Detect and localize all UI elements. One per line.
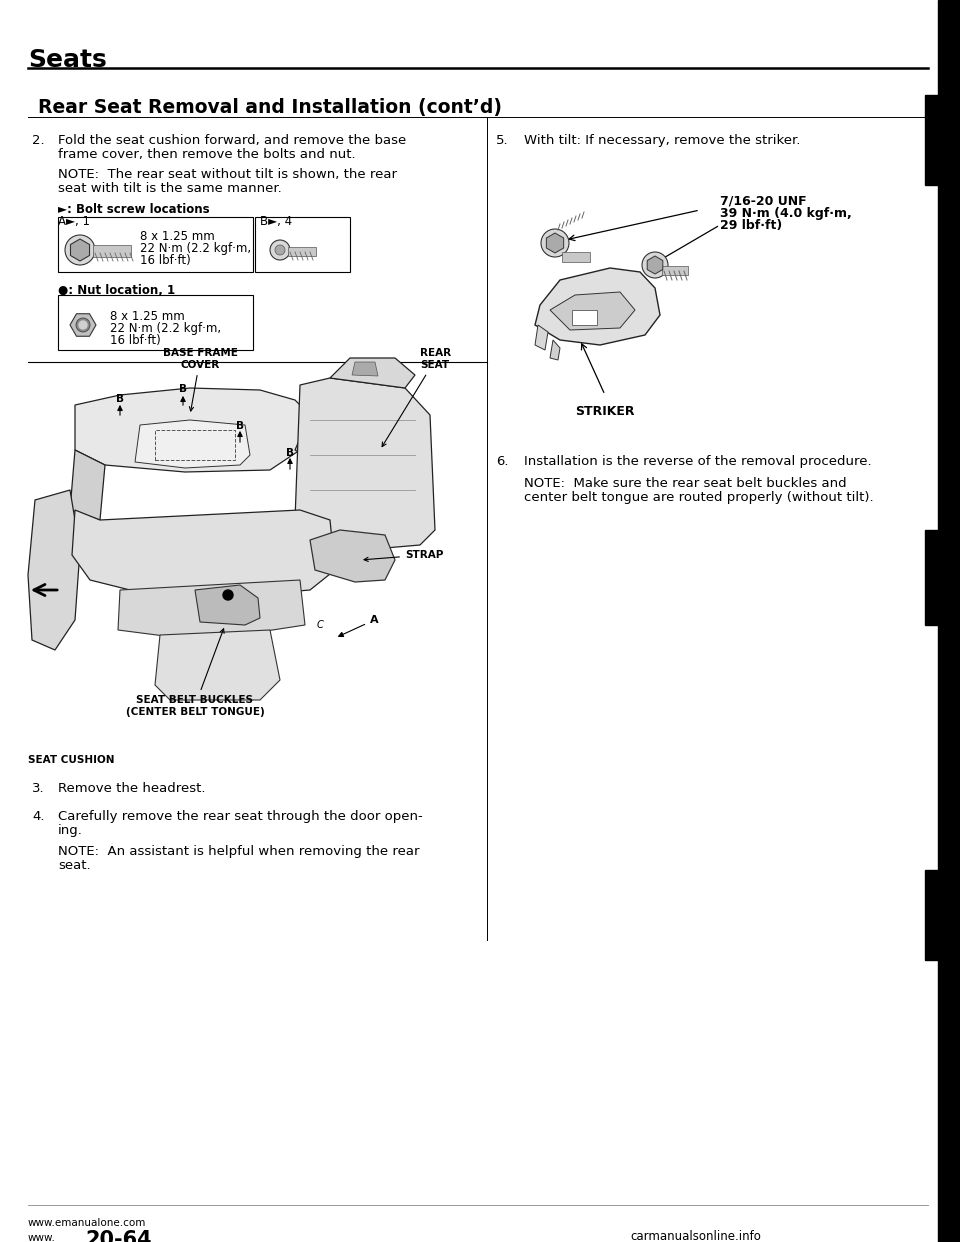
Polygon shape	[330, 358, 415, 388]
Text: ►: Bolt screw locations: ►: Bolt screw locations	[58, 202, 209, 216]
Text: 8 x 1.25 mm: 8 x 1.25 mm	[140, 230, 215, 243]
Text: NOTE:  Make sure the rear seat belt buckles and: NOTE: Make sure the rear seat belt buckl…	[524, 477, 847, 491]
Polygon shape	[135, 420, 250, 468]
Text: A►, 1: A►, 1	[58, 215, 90, 229]
Circle shape	[541, 229, 569, 257]
Text: 16 lbf·ft): 16 lbf·ft)	[140, 255, 191, 267]
Text: STRAP: STRAP	[364, 550, 444, 561]
Text: B: B	[286, 448, 294, 458]
Text: STRIKER: STRIKER	[575, 405, 635, 419]
Text: C: C	[317, 620, 324, 630]
Text: Installation is the reverse of the removal procedure.: Installation is the reverse of the remov…	[524, 455, 872, 468]
Text: www.: www.	[28, 1233, 56, 1242]
Polygon shape	[550, 340, 560, 360]
Polygon shape	[310, 530, 395, 582]
Polygon shape	[535, 268, 660, 345]
Circle shape	[275, 245, 285, 255]
Polygon shape	[70, 314, 96, 337]
Text: Seats: Seats	[28, 48, 107, 72]
Text: 39 N·m (4.0 kgf·m,: 39 N·m (4.0 kgf·m,	[720, 207, 852, 220]
Text: 16 lbf·ft): 16 lbf·ft)	[110, 334, 160, 347]
Text: www.emanualone.com: www.emanualone.com	[28, 1218, 146, 1228]
Polygon shape	[295, 415, 330, 465]
Polygon shape	[295, 378, 435, 548]
Text: Fold the seat cushion forward, and remove the base: Fold the seat cushion forward, and remov…	[58, 134, 406, 147]
Bar	[562, 252, 590, 262]
Circle shape	[223, 590, 233, 600]
Polygon shape	[550, 292, 635, 330]
Text: ing.: ing.	[58, 823, 83, 837]
Text: Carefully remove the rear seat through the door open-: Carefully remove the rear seat through t…	[58, 810, 422, 823]
Polygon shape	[647, 256, 662, 274]
Bar	[58, 296, 253, 350]
Text: center belt tongue are routed properly (without tilt).: center belt tongue are routed properly (…	[524, 491, 874, 504]
Polygon shape	[72, 510, 335, 600]
Text: NOTE:  The rear seat without tilt is shown, the rear: NOTE: The rear seat without tilt is show…	[58, 168, 397, 181]
Polygon shape	[195, 585, 260, 625]
Text: 22 N·m (2.2 kgf·m,: 22 N·m (2.2 kgf·m,	[110, 322, 221, 335]
Bar	[572, 310, 597, 325]
Text: 4.: 4.	[32, 810, 44, 823]
Bar	[93, 245, 131, 257]
Polygon shape	[28, 491, 80, 650]
Text: Rear Seat Removal and Installation (cont’d): Rear Seat Removal and Installation (cont…	[38, 98, 502, 117]
Bar	[58, 217, 253, 272]
Text: frame cover, then remove the bolts and nut.: frame cover, then remove the bolts and n…	[58, 148, 355, 161]
Polygon shape	[118, 580, 305, 638]
Bar	[925, 94, 940, 185]
Text: 2.: 2.	[32, 134, 44, 147]
Text: REAR
SEAT: REAR SEAT	[382, 349, 451, 447]
Text: 5.: 5.	[496, 134, 509, 147]
Text: B►, 4: B►, 4	[260, 215, 292, 229]
Text: SEAT BELT BUCKLES
(CENTER BELT TONGUE): SEAT BELT BUCKLES (CENTER BELT TONGUE)	[126, 628, 264, 717]
Text: BASE FRAME
COVER: BASE FRAME COVER	[162, 349, 237, 411]
Bar	[288, 247, 316, 256]
Polygon shape	[535, 325, 548, 350]
Text: B: B	[116, 394, 124, 404]
Text: NOTE:  An assistant is helpful when removing the rear: NOTE: An assistant is helpful when remov…	[58, 845, 420, 858]
Bar	[925, 530, 940, 625]
Bar	[938, 0, 960, 1242]
Circle shape	[79, 320, 87, 329]
Polygon shape	[75, 388, 310, 472]
Circle shape	[65, 235, 95, 265]
Text: 3.: 3.	[32, 782, 44, 795]
Polygon shape	[155, 630, 280, 700]
Polygon shape	[70, 450, 105, 520]
Text: 7/16-20 UNF: 7/16-20 UNF	[720, 195, 806, 207]
Polygon shape	[70, 238, 89, 261]
Text: carmanualsonline.info: carmanualsonline.info	[630, 1230, 761, 1242]
Text: 20-64: 20-64	[85, 1230, 152, 1242]
Text: A: A	[339, 615, 378, 636]
Text: ●: Nut location, 1: ●: Nut location, 1	[58, 284, 175, 297]
Circle shape	[270, 240, 290, 260]
Circle shape	[76, 318, 90, 332]
Text: SEAT CUSHION: SEAT CUSHION	[28, 755, 114, 765]
Text: 8 x 1.25 mm: 8 x 1.25 mm	[110, 310, 184, 323]
Circle shape	[642, 252, 668, 278]
Bar	[925, 869, 940, 960]
Text: 6.: 6.	[496, 455, 509, 468]
Bar	[255, 217, 350, 272]
Text: Remove the headrest.: Remove the headrest.	[58, 782, 205, 795]
Text: B: B	[179, 384, 187, 394]
Text: seat with tilt is the same manner.: seat with tilt is the same manner.	[58, 183, 281, 195]
Polygon shape	[352, 361, 378, 376]
Text: With tilt: If necessary, remove the striker.: With tilt: If necessary, remove the stri…	[524, 134, 801, 147]
Text: 29 lbf·ft): 29 lbf·ft)	[720, 219, 782, 232]
Text: seat.: seat.	[58, 859, 90, 872]
Text: 22 N·m (2.2 kgf·m,: 22 N·m (2.2 kgf·m,	[140, 242, 252, 255]
Bar	[155, 430, 235, 460]
Polygon shape	[546, 233, 564, 253]
Text: B: B	[236, 421, 244, 431]
Bar	[662, 266, 688, 274]
